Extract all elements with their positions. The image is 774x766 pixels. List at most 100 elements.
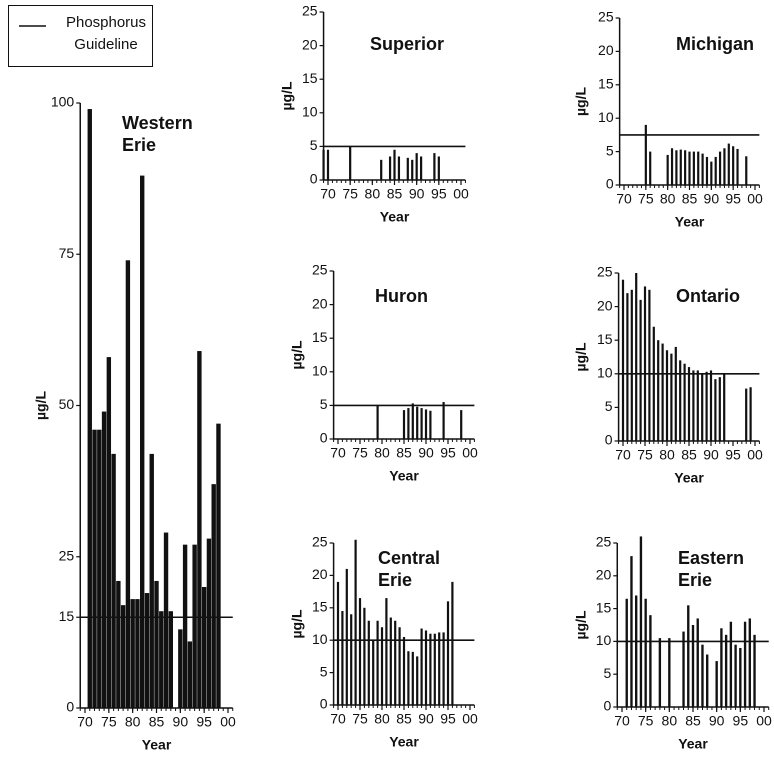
y-tick-label: 5: [603, 665, 611, 681]
bar: [720, 628, 723, 707]
y-tick-label: 25: [312, 262, 328, 278]
bar: [710, 161, 713, 185]
bar: [201, 587, 207, 708]
x-tick-label: 80: [125, 714, 141, 730]
bar: [745, 156, 748, 185]
bar: [649, 615, 652, 707]
bar: [724, 634, 728, 707]
bar: [644, 124, 647, 185]
bar: [460, 410, 463, 439]
x-tick-label: 95: [196, 714, 212, 730]
bar: [388, 156, 392, 180]
x-tick-label: 70: [615, 447, 631, 463]
bar: [101, 411, 107, 708]
bar: [106, 357, 112, 708]
y-tick-label: 25: [59, 547, 75, 563]
bar: [341, 611, 344, 705]
bar: [727, 143, 730, 185]
y-tick-label: 75: [59, 245, 75, 261]
x-tick-label: 95: [440, 711, 456, 727]
x-tick-label: 75: [637, 447, 653, 463]
bar: [688, 151, 691, 185]
bar: [111, 453, 116, 708]
x-tick-label: 00: [747, 191, 763, 207]
x-tick-label: 95: [725, 447, 741, 463]
bar: [144, 593, 150, 708]
bar: [135, 599, 140, 708]
y-tick-label: 5: [605, 398, 613, 414]
panel-title: Ontario: [676, 286, 741, 306]
x-tick-label: 00: [462, 445, 478, 461]
x-tick-label: 95: [725, 191, 741, 207]
bar: [394, 620, 397, 705]
panel-title: Eastern Erie: [678, 548, 745, 590]
x-tick-label: 70: [330, 445, 346, 461]
bar: [385, 598, 388, 705]
bar: [402, 636, 406, 705]
y-tick-label: 10: [302, 104, 318, 120]
bar: [687, 605, 690, 707]
x-tick-label: 70: [616, 191, 632, 207]
bar: [416, 406, 419, 439]
bar: [652, 326, 655, 441]
bar: [326, 149, 330, 180]
y-tick-label: 15: [302, 70, 318, 86]
y-tick-label: 100: [51, 94, 75, 110]
bar: [380, 159, 383, 180]
x-tick-label: 90: [704, 191, 720, 207]
bar: [216, 423, 221, 708]
x-tick-label: 95: [431, 186, 447, 202]
x-tick-label: 00: [747, 447, 763, 463]
bar: [657, 340, 660, 441]
x-tick-label: 75: [352, 445, 368, 461]
bar: [709, 370, 713, 441]
bar: [705, 156, 709, 185]
y-tick-label: 10: [598, 109, 614, 125]
x-tick-label: 80: [659, 447, 675, 463]
bar: [753, 634, 756, 707]
x-tick-label: 75: [638, 191, 654, 207]
x-tick-label: 90: [703, 447, 719, 463]
x-tick-label: 70: [330, 711, 346, 727]
bar: [723, 373, 726, 441]
y-tick-label: 15: [59, 608, 75, 624]
bar: [120, 605, 126, 708]
bar: [684, 150, 687, 185]
y-tick-label: 15: [596, 599, 612, 615]
bar: [639, 536, 643, 707]
x-tick-label: 70: [614, 713, 630, 729]
bar: [163, 532, 169, 708]
y-tick-label: 15: [597, 331, 613, 347]
bar: [648, 289, 651, 441]
x-axis-label: Year: [389, 734, 419, 750]
bar: [398, 627, 401, 705]
y-tick-label: 25: [302, 3, 318, 19]
bar: [696, 370, 699, 441]
panel-title: Huron: [375, 286, 428, 306]
bar: [639, 299, 642, 441]
y-tick-label: 5: [320, 396, 328, 412]
y-tick-label: 0: [66, 699, 74, 715]
bar: [658, 638, 662, 707]
x-tick-label: 85: [387, 186, 403, 202]
bar: [442, 632, 445, 705]
bar: [192, 544, 197, 708]
x-tick-label: 75: [638, 713, 654, 729]
bar: [621, 279, 625, 441]
bar: [442, 402, 445, 439]
y-tick-label: 10: [597, 365, 613, 381]
x-tick-label: 00: [220, 714, 236, 730]
y-tick-label: 0: [606, 176, 614, 192]
bar: [363, 607, 366, 705]
bar: [679, 360, 682, 441]
bar: [626, 293, 629, 441]
bar: [683, 363, 686, 441]
x-tick-label: 70: [320, 186, 336, 202]
x-axis-label: Year: [674, 470, 704, 486]
bar: [97, 429, 102, 708]
bar: [705, 371, 708, 441]
legend-swatch: [19, 25, 46, 27]
bar: [354, 539, 357, 705]
x-axis-label: Year: [142, 737, 172, 753]
